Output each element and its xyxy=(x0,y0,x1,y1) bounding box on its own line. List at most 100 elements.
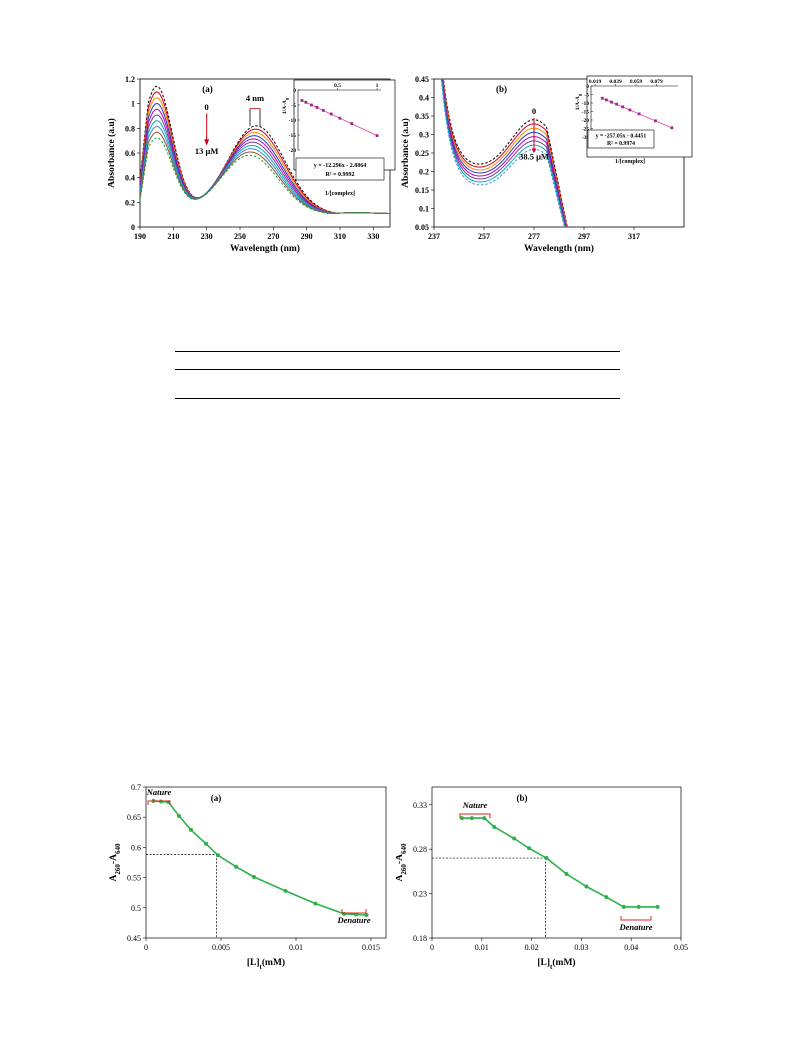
denaturation-chart-b: 0.18 0.23 0.28 0.33 0 0.01 0.02 0.03 0.04 0.05 [L]… xyxy=(396,786,688,971)
inset-y-tick-label: -15 xyxy=(582,110,590,116)
spectrum-series-line xyxy=(442,79,568,227)
inset-equation-box xyxy=(295,157,385,181)
annotation-end-label: 13 μM xyxy=(195,146,218,156)
inset-data-point xyxy=(321,109,325,112)
x-tick-label: 210 xyxy=(167,232,179,241)
spectrum-series-line xyxy=(441,79,567,227)
y-tick-label: 0.5 xyxy=(131,904,141,913)
y-tick-label: 0.28 xyxy=(413,845,427,854)
denaturation-data-point xyxy=(459,816,464,821)
x-tick-label: 317 xyxy=(628,232,640,241)
x-tick-label: 297 xyxy=(578,232,590,241)
y-axis-label: Absorbance (a.u) xyxy=(108,118,117,188)
inset-y-tick-label: -30 xyxy=(582,135,590,141)
denaturation-data-point xyxy=(584,884,589,889)
y-tick-label: 0.05 xyxy=(415,223,429,232)
x-tick-label: 310 xyxy=(334,232,346,241)
inset-x-tick-label: 1 xyxy=(376,83,379,89)
x-tick-label: 0.05 xyxy=(674,943,688,952)
y-tick-label: 0.18 xyxy=(413,934,427,943)
y-tick-label: 0.35 xyxy=(415,112,429,121)
x-axis-label-sub: t xyxy=(260,963,263,971)
x-tick-label: 230 xyxy=(201,232,213,241)
x-tick-label: 0.03 xyxy=(574,943,588,952)
inset-frame xyxy=(293,79,396,171)
inset-x-tick-label: 0.019 xyxy=(589,79,602,85)
denaturation-data-point xyxy=(313,901,318,906)
table-top-rule xyxy=(175,351,620,352)
inset-y-tick-label: 0 xyxy=(293,88,296,94)
inset-x-axis-label: 1/[complex] xyxy=(615,159,645,165)
denaturation-data-point xyxy=(621,904,626,909)
x-tick-label: 330 xyxy=(367,232,379,241)
y-tick-label: 0.15 xyxy=(415,186,429,195)
inset-r-squared: R² = 0.9974 xyxy=(607,141,635,147)
y-tick-label: 0.33 xyxy=(413,801,427,810)
inset-data-point xyxy=(315,106,319,109)
inset-y-axis-label: 1/A-A0 xyxy=(575,93,583,110)
inset-x-tick-label: 0.039 xyxy=(609,79,622,85)
denaturation-data-point xyxy=(636,904,641,909)
inset-y-tick-label: 0 xyxy=(586,84,589,90)
y-tick-label: 0.25 xyxy=(415,149,429,158)
denaturation-data-point xyxy=(204,841,208,846)
y-axis-label: A260-A640 xyxy=(109,843,122,881)
y-axis-label-mid: -A xyxy=(109,854,119,864)
denaturation-series-line xyxy=(153,800,367,916)
inset-data-point xyxy=(628,108,632,112)
x-axis-label-sub: t xyxy=(550,963,553,971)
uv-spectrum-chart-b: 0.05 0.1 0.15 0.2 0.25 0.3 0.35 0.4 0.45 237 257 27… xyxy=(400,75,693,254)
denaturation-data-point xyxy=(655,904,660,909)
plot-frame xyxy=(145,786,387,939)
inset-y-axis-label-sub: 0 xyxy=(578,93,583,96)
x-axis-label: Wavelength (nm) xyxy=(524,243,594,254)
denaturation-data-point xyxy=(252,874,256,879)
inset-y-axis-label: 1/A-A0 xyxy=(282,97,290,114)
y-tick-label: 0.4 xyxy=(419,94,429,103)
inset-y-tick-label: -5 xyxy=(291,103,296,109)
y-tick-label: 0.23 xyxy=(413,890,427,899)
y-axis-label-sub1: 260 xyxy=(114,864,122,875)
inset-y-tick-label: -5 xyxy=(584,93,589,99)
inset-data-point xyxy=(329,112,333,116)
denaturation-chart-a: 0.45 0.5 0.55 0.6 0.65 0.7 0 0.005 0.01 0.015 [L]t… xyxy=(109,783,387,971)
x-tick-label: 0 xyxy=(430,943,434,952)
spectrum-series-line xyxy=(140,137,390,214)
inset-x-tick-label: 0.059 xyxy=(630,79,643,85)
x-tick-label: 270 xyxy=(267,232,279,241)
y-axis-label-sub2: 640 xyxy=(114,843,122,854)
spectrum-series-line xyxy=(140,85,390,214)
inset-y-axis-label-sub: 0 xyxy=(285,97,290,100)
annotation-start-label: 0 xyxy=(205,102,209,112)
denaturation-series-line xyxy=(461,817,658,908)
denaturation-data-point xyxy=(564,872,569,877)
x-axis-label: [L]t(mM) xyxy=(247,957,285,971)
inset-data-point xyxy=(615,102,618,106)
inset-r-squared: R² = 0.9992 xyxy=(325,172,354,178)
plot-frame xyxy=(431,786,682,939)
panel-label: (b) xyxy=(517,793,528,803)
y-axis-label-mid: -A xyxy=(396,854,405,864)
arrow-head xyxy=(531,148,537,153)
spectrum-series-line xyxy=(441,79,566,227)
x-tick-label: 190 xyxy=(134,232,146,241)
x-tick-label: 0.04 xyxy=(624,943,638,952)
denaturation-data-point xyxy=(216,853,220,858)
denaturation-data-point xyxy=(189,827,193,832)
table-header-rule xyxy=(175,369,620,370)
denaturation-data-point xyxy=(527,846,532,851)
denaturation-data-point xyxy=(177,813,181,818)
x-tick-label: 237 xyxy=(428,232,440,241)
x-tick-label: 277 xyxy=(528,232,540,241)
denaturation-data-point xyxy=(512,836,517,841)
x-tick-label: 290 xyxy=(301,232,313,241)
denaturation-data-point xyxy=(544,856,549,861)
spectrum-series-line xyxy=(440,79,566,227)
y-tick-label: 0.2 xyxy=(125,198,135,207)
inset-y-tick-label: -20 xyxy=(582,118,590,124)
spectrum-series-line xyxy=(442,79,568,227)
y-tick-label: 0.45 xyxy=(127,934,141,943)
inset-data-point xyxy=(310,103,313,107)
y-tick-label: 1 xyxy=(131,100,135,109)
inset-data-point xyxy=(670,126,674,130)
